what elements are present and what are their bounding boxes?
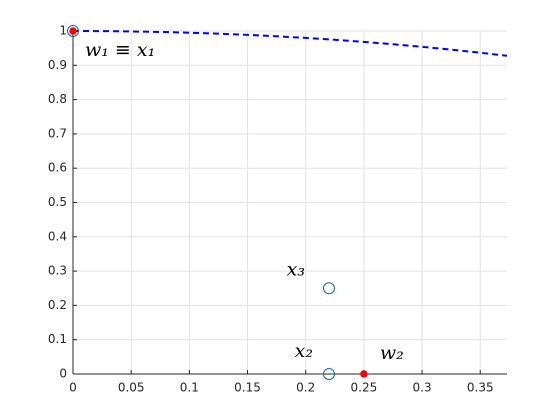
x-tick-label: 0.15 [234,381,261,395]
y-tick-label: 0.8 [48,92,67,106]
y-tick-label: 0.4 [48,229,67,243]
y-tick-label: 0.5 [48,195,67,209]
x-tick-label: 0.35 [467,381,494,395]
circle-marker [67,25,79,37]
x-tick-label: 0.25 [351,381,378,395]
y-tick-label: 0 [59,367,67,381]
circle-marker [322,282,335,295]
y-tick-label: 0.6 [48,161,67,175]
y-tick-label: 0.2 [48,298,67,312]
dot-marker [69,27,77,35]
y-tick-label: 0.3 [48,264,67,278]
x-tick-label: 0.3 [413,381,432,395]
y-tick-label: 1 [59,24,67,38]
y-tick-label: 0.9 [48,58,67,72]
point-label: w₁ ≡ x₁ [85,39,155,61]
x-tick-label: 0 [69,381,77,395]
x-tick-label: 0.2 [296,381,315,395]
y-tick-label: 0.1 [48,332,67,346]
line [72,30,508,57]
dot-marker [360,370,368,378]
y-tick-label: 0.7 [48,126,67,140]
point-label: w₂ [380,342,404,364]
point-label: x₂ [295,340,313,362]
point-label: x₃ [287,258,305,280]
x-tick-label: 0.05 [118,381,145,395]
x-tick-label: 0.1 [180,381,199,395]
circle-marker [322,368,335,380]
